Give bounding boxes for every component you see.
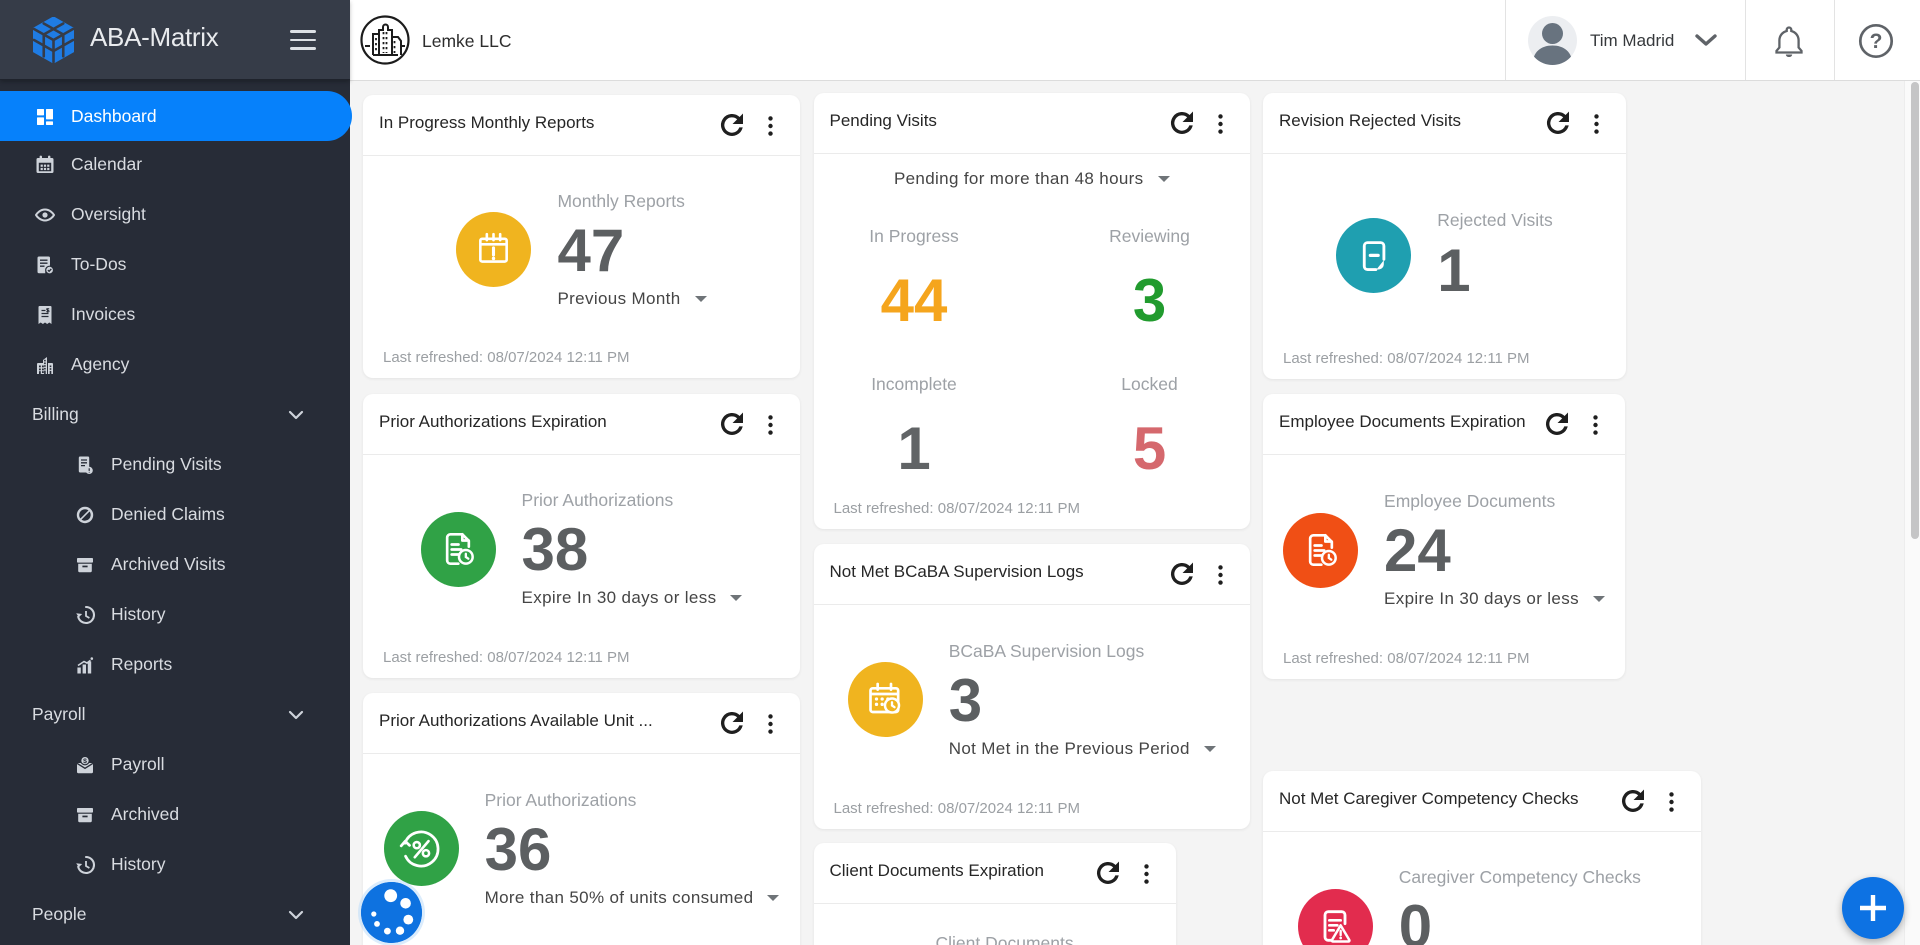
svg-text:$: $ — [46, 307, 50, 314]
svg-text:$: $ — [83, 758, 87, 765]
svg-text:?: ? — [1870, 30, 1883, 53]
